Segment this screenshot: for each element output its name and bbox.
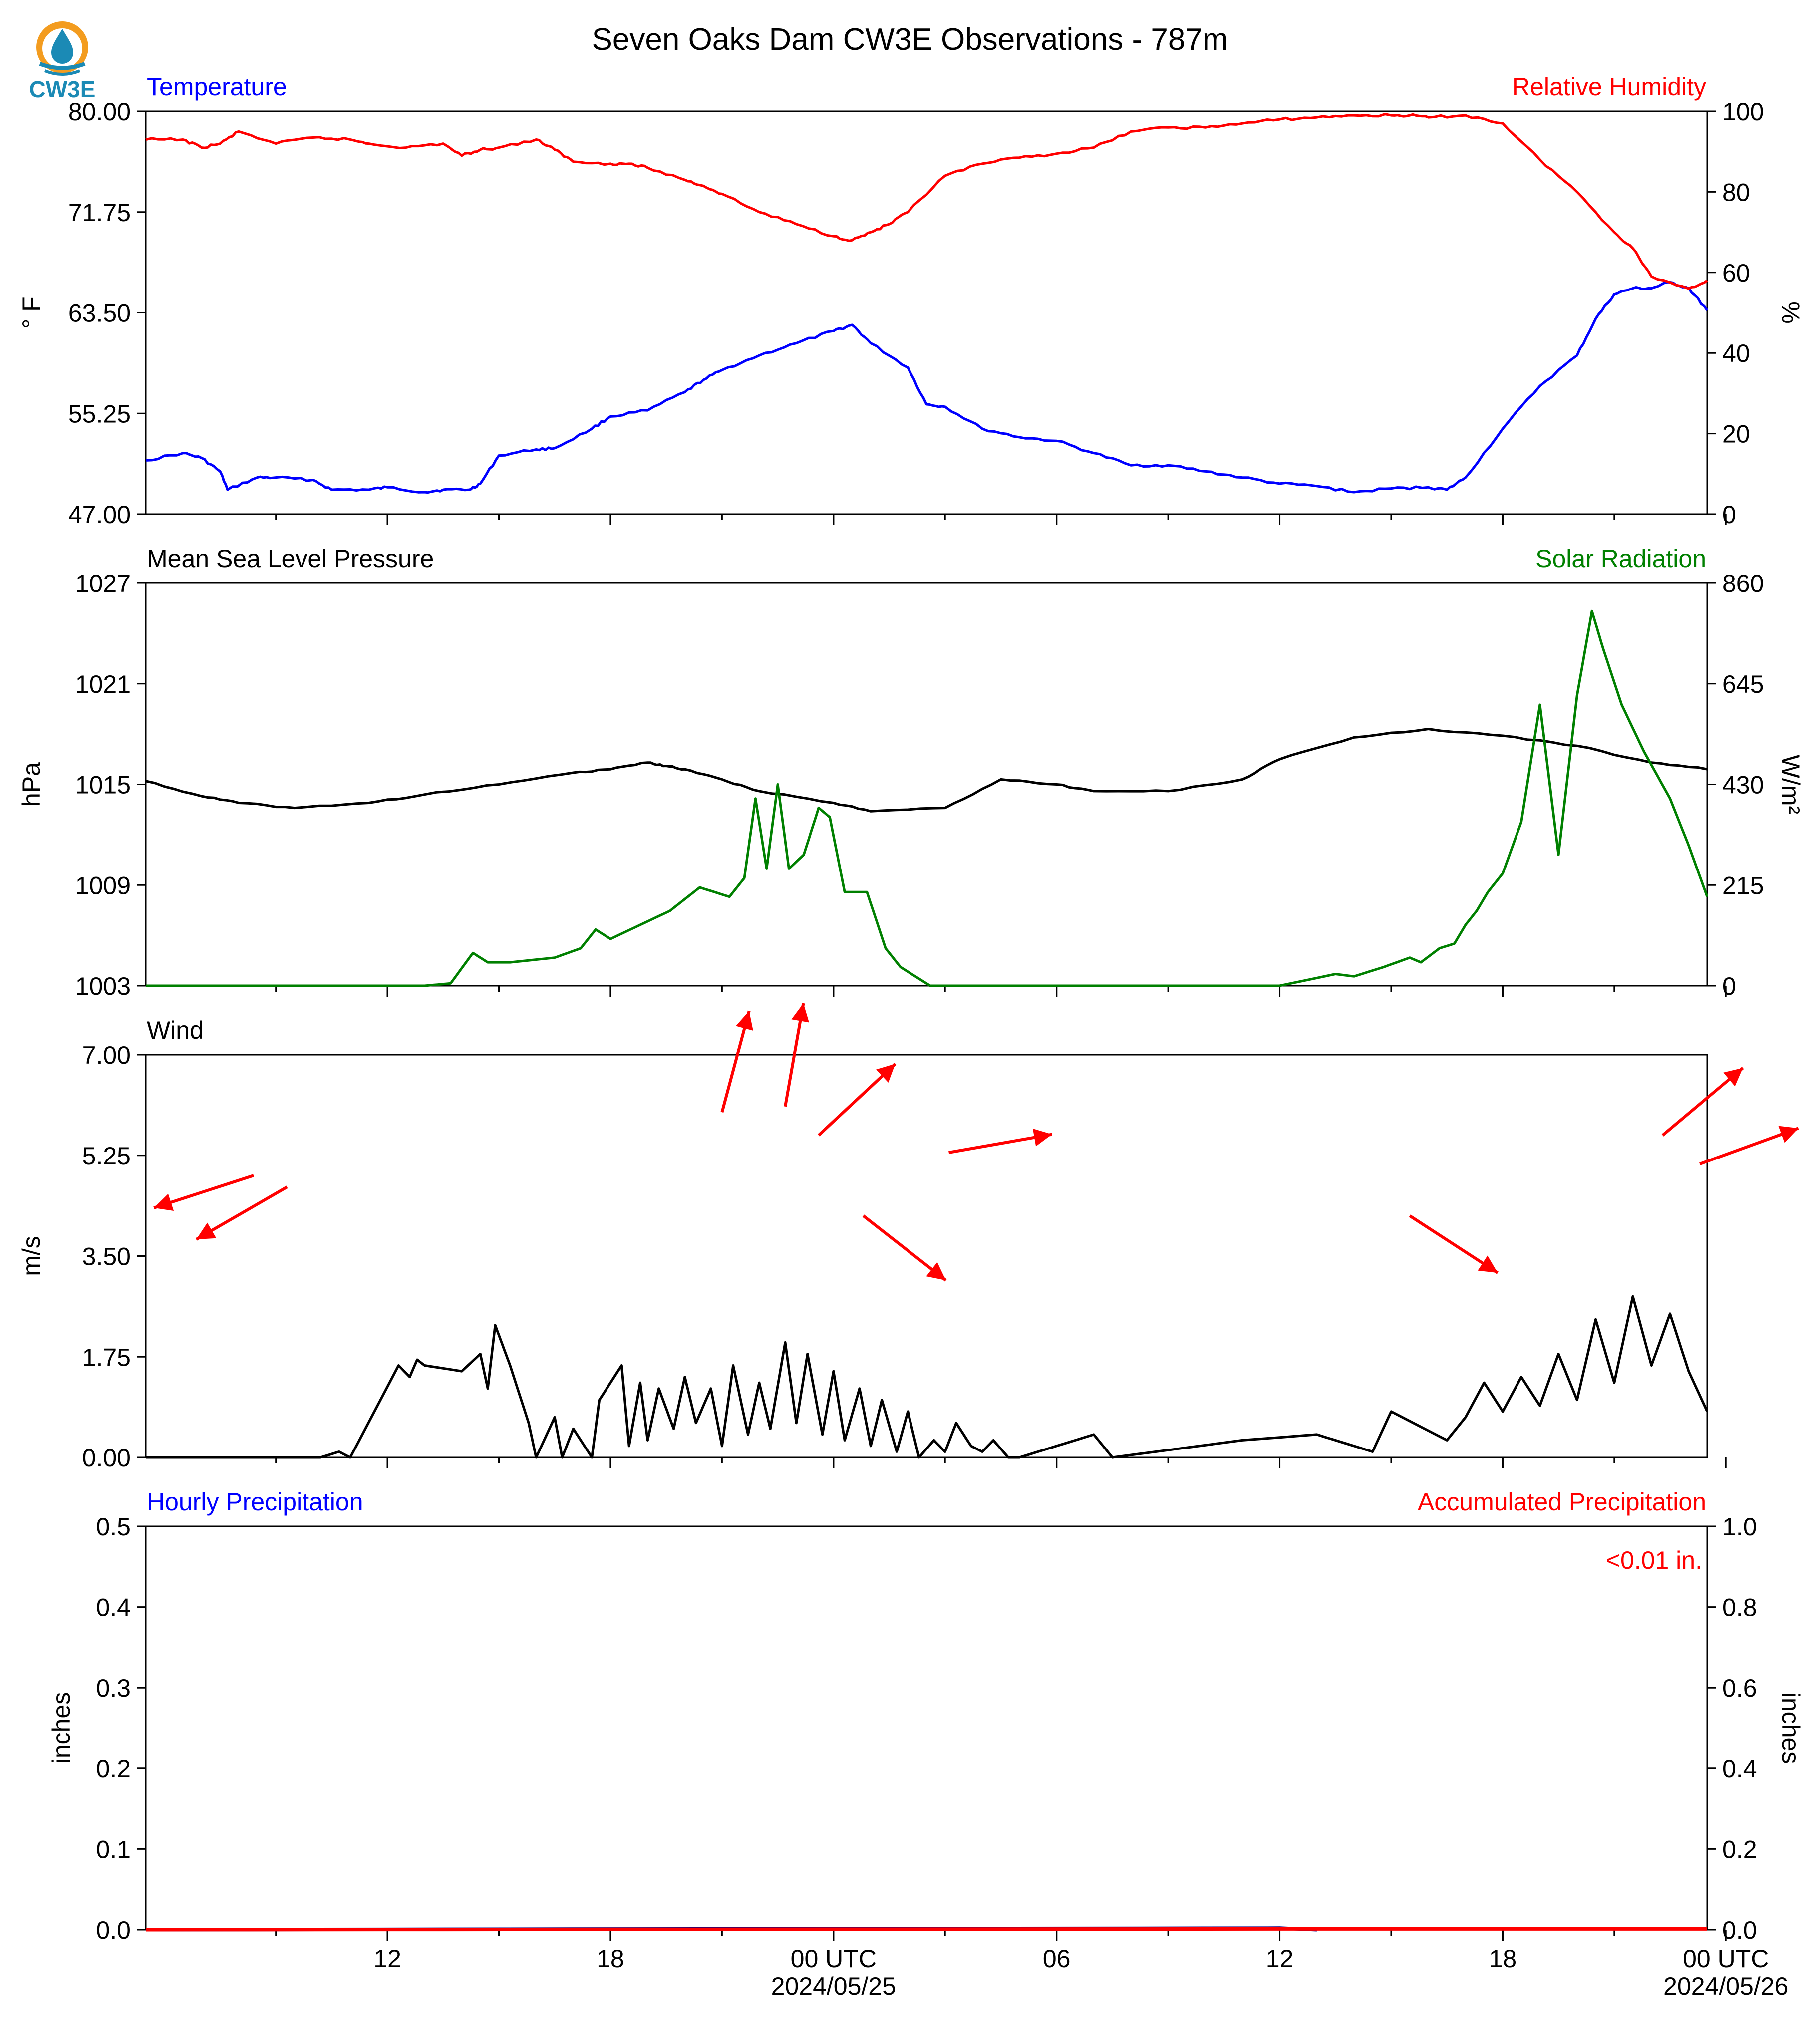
panel-3-ytick-left-label: 7.00 xyxy=(82,1041,131,1069)
xtick-label: 18 xyxy=(597,1945,624,1973)
panel-2-right-title: Solar Radiation xyxy=(1535,545,1706,573)
panel-4-ytick-left-label: 0.2 xyxy=(96,1755,131,1783)
panel-4-ytick-left-label: 0.1 xyxy=(96,1835,131,1863)
panel-1-ytick-left-label: 47.00 xyxy=(68,501,131,529)
panel-1-ylabel-right: % xyxy=(1777,301,1805,323)
panel-1-ytick-right-label: 40 xyxy=(1722,339,1750,367)
panel-2-ytick-left-label: 1003 xyxy=(75,972,131,1000)
panel-2-ytick-right-label: 860 xyxy=(1722,570,1764,597)
panel-3-ytick-left-label: 3.50 xyxy=(82,1243,131,1271)
panel-1-right-title: Relative Humidity xyxy=(1512,73,1706,101)
panel-1-ytick-right-label: 20 xyxy=(1722,420,1750,448)
panel-1-series-line xyxy=(145,281,1709,494)
panel-1-series-line xyxy=(145,113,1708,290)
panel-3-ytick-left-label: 1.75 xyxy=(82,1343,131,1371)
panel-4-annotation: <0.01 in. xyxy=(1606,1546,1702,1574)
panel-1-ytick-left-label: 55.25 xyxy=(68,400,131,428)
logo-drop-icon xyxy=(51,29,73,64)
panel-4-ytick-right-label: 1.0 xyxy=(1722,1513,1757,1541)
xtick-date-label: 2024/05/25 xyxy=(771,1972,896,2000)
xtick-label: 06 xyxy=(1043,1945,1071,1973)
panel-4-ylabel-right: inches xyxy=(1777,1692,1805,1764)
xtick-label: 00 UTC xyxy=(1683,1945,1769,1973)
panel-3-ytick-left-label: 0.00 xyxy=(82,1444,131,1472)
panel-4-right-title: Accumulated Precipitation xyxy=(1418,1488,1706,1516)
panel-4-ytick-right-label: 0.4 xyxy=(1722,1755,1757,1783)
panel-4-ytick-left-label: 0.0 xyxy=(96,1916,131,1944)
panel-4-left-title: Hourly Precipitation xyxy=(147,1488,363,1516)
panel-2-ytick-left-label: 1021 xyxy=(75,670,131,698)
panel-1-frame xyxy=(145,110,1708,515)
panel-1-ytick-left-label: 71.75 xyxy=(68,199,131,227)
panel-2-ytick-right-label: 0 xyxy=(1722,972,1736,1000)
panel-3-left-title: Wind xyxy=(147,1016,204,1044)
wind-arrow-head-8 xyxy=(1723,1068,1743,1087)
panel-2-series-line xyxy=(146,609,1709,987)
wind-arrow-head-0 xyxy=(154,1193,174,1211)
panel-2-series-line xyxy=(145,728,1708,813)
panel-2-ytick-left-label: 1009 xyxy=(75,871,131,899)
panel-1-ylabel-left: ° F xyxy=(17,296,45,328)
panel-1-ytick-right-label: 0 xyxy=(1722,501,1736,529)
figure-title: Seven Oaks Dam CW3E Observations - 787m xyxy=(592,22,1228,57)
wind-arrow-head-1 xyxy=(196,1222,217,1240)
panel-2-ytick-left-label: 1015 xyxy=(75,771,131,799)
panel-1-left-title: Temperature xyxy=(147,73,287,101)
wind-arrow-head-4 xyxy=(876,1064,896,1083)
panel-1-ytick-right-label: 100 xyxy=(1722,98,1764,126)
panel-4-series-line xyxy=(145,1927,1707,1932)
wind-arrow-head-5 xyxy=(926,1262,946,1281)
xtick-label: 12 xyxy=(1266,1945,1294,1973)
panel-4-ylabel-left: inches xyxy=(47,1692,75,1764)
panel-3-ytick-left-label: 5.25 xyxy=(82,1142,131,1170)
panel-4-ytick-left-label: 0.3 xyxy=(96,1674,131,1702)
panel-4-ytick-right-label: 0.6 xyxy=(1722,1674,1757,1702)
panel-2-ytick-right-label: 645 xyxy=(1722,670,1764,698)
wind-arrow-head-6 xyxy=(1032,1129,1052,1147)
panel-2-ytick-right-label: 430 xyxy=(1722,771,1764,799)
panel-3-ylabel-left: m/s xyxy=(17,1236,45,1276)
panel-1-ytick-right-label: 60 xyxy=(1722,259,1750,287)
panel-4-ytick-right-label: 0.2 xyxy=(1722,1835,1757,1863)
xtick-label: 18 xyxy=(1489,1945,1517,1973)
wind-arrow-head-3 xyxy=(791,1003,809,1023)
xtick-label: 12 xyxy=(373,1945,401,1973)
wind-arrow-head-7 xyxy=(1478,1255,1498,1273)
panel-2-ytick-left-label: 1027 xyxy=(75,570,131,597)
panel-2-frame xyxy=(145,582,1708,987)
wind-arrow-head-2 xyxy=(736,1011,753,1031)
panel-1-ytick-left-label: 80.00 xyxy=(68,98,131,126)
panel-2-ylabel-right: W/m² xyxy=(1777,755,1805,814)
xtick-date-label: 2024/05/26 xyxy=(1663,1972,1788,2000)
logo-text: CW3E xyxy=(29,76,96,102)
panel-4-ytick-left-label: 0.5 xyxy=(96,1513,131,1541)
panel-2-left-title: Mean Sea Level Pressure xyxy=(147,545,434,573)
panel-2-ytick-right-label: 215 xyxy=(1722,871,1764,899)
panel-4-frame xyxy=(145,1525,1708,1931)
cw3e-logo: CW3E xyxy=(29,21,96,102)
panel-4-ytick-right-label: 0.8 xyxy=(1722,1594,1757,1622)
panel-3-series-line xyxy=(146,1295,1709,1459)
wind-arrow-head-9 xyxy=(1778,1126,1799,1143)
panel-1-ytick-right-label: 80 xyxy=(1722,178,1750,206)
panel-4-ytick-right-label: 0.0 xyxy=(1722,1916,1757,1944)
panel-2-ylabel-left: hPa xyxy=(17,762,45,807)
panel-1-ytick-left-label: 63.50 xyxy=(68,299,131,327)
panel-4-ytick-left-label: 0.4 xyxy=(96,1594,131,1622)
xtick-label: 00 UTC xyxy=(791,1945,877,1973)
